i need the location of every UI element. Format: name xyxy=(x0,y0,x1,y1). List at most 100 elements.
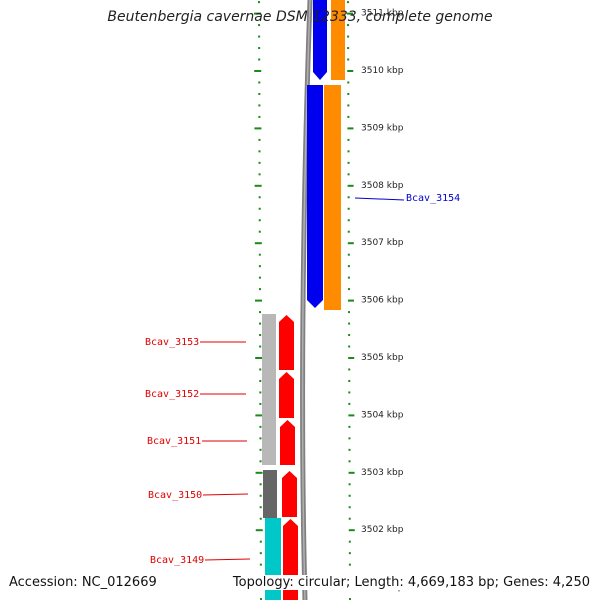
minor-tick xyxy=(259,311,262,314)
minor-tick xyxy=(348,552,351,555)
minor-tick xyxy=(259,494,262,497)
minor-tick xyxy=(347,219,350,222)
minor-tick xyxy=(348,529,355,532)
minor-tick xyxy=(254,242,262,245)
map-title: Beutenbergia cavernae DSM 12333, complet… xyxy=(107,9,493,25)
minor-tick xyxy=(347,92,350,95)
kbp-label: 3508 kbp xyxy=(361,181,404,191)
minor-tick xyxy=(258,1,261,4)
minor-tick xyxy=(348,368,351,371)
minor-tick xyxy=(258,288,261,291)
minor-tick xyxy=(347,299,354,302)
minor-tick xyxy=(259,552,262,555)
orange-gene-bar xyxy=(324,85,341,310)
minor-tick xyxy=(258,150,261,153)
minor-tick xyxy=(347,12,354,15)
kbp-scale: 3511 kbp 3510 kbp 3509 kbp 3508 kbp 3507 kbp… xyxy=(361,9,404,593)
minor-tick xyxy=(347,230,350,233)
minor-tick xyxy=(348,334,351,337)
minor-tick xyxy=(255,414,263,417)
red-cds-arrow xyxy=(282,471,297,517)
minor-tick xyxy=(258,58,261,61)
red-cds-arrow xyxy=(280,420,295,465)
minor-tick xyxy=(258,265,261,268)
minor-tick xyxy=(254,184,262,187)
minor-tick xyxy=(348,414,355,417)
minor-tick xyxy=(348,448,351,451)
kbp-label: 3506 kbp xyxy=(361,296,404,306)
minor-tick xyxy=(348,483,351,486)
minor-tick xyxy=(259,506,262,509)
gene-leader-line xyxy=(354,197,405,201)
minor-tick xyxy=(254,12,262,15)
kbp-label: 3511 kbp xyxy=(361,9,404,19)
minor-tick xyxy=(347,138,350,141)
minor-tick xyxy=(259,540,262,543)
minor-tick xyxy=(348,402,351,405)
minor-tick xyxy=(258,35,261,38)
minor-tick xyxy=(347,150,350,153)
minor-tick xyxy=(258,196,261,199)
minor-tick xyxy=(347,115,350,118)
gray-gene-bar xyxy=(262,314,276,465)
minor-tick xyxy=(258,138,261,141)
minor-tick xyxy=(348,322,351,325)
dark-gray-gene-bar xyxy=(263,470,277,518)
minor-tick xyxy=(259,483,262,486)
genome-backbone-highlight xyxy=(301,0,311,600)
gene-label-bcav_3151: Bcav_3151 xyxy=(147,436,201,447)
minor-tick xyxy=(259,379,262,382)
gene-leader-line xyxy=(202,493,249,496)
minor-tick xyxy=(258,81,261,84)
minor-tick xyxy=(258,276,261,279)
gene-label-bcav_3149: Bcav_3149 xyxy=(150,555,204,566)
minor-tick xyxy=(347,288,350,291)
gene-label-bcav_3153: Bcav_3153 xyxy=(145,337,199,348)
gene-label-bcav_3152: Bcav_3152 xyxy=(145,389,199,400)
minor-tick xyxy=(255,471,263,474)
kbp-label: 3503 kbp xyxy=(361,468,404,478)
minor-tick xyxy=(258,115,261,118)
minor-tick xyxy=(259,437,262,440)
minor-tick xyxy=(348,494,351,497)
minor-tick xyxy=(258,104,261,107)
minor-tick xyxy=(348,379,351,382)
kbp-label: 3507 kbp xyxy=(361,238,404,248)
minor-tick xyxy=(259,563,262,566)
minor-tick xyxy=(348,357,355,359)
minor-tick xyxy=(348,517,351,520)
minor-tick xyxy=(259,425,262,428)
minor-tick xyxy=(258,219,261,222)
accession-text: Accession: NC_012669 xyxy=(7,575,159,590)
minor-tick xyxy=(347,70,354,72)
minor-tick xyxy=(254,127,262,130)
minor-tick xyxy=(348,345,351,348)
left-minor-ticks xyxy=(254,1,263,600)
minor-tick xyxy=(347,47,350,50)
minor-tick xyxy=(259,402,262,405)
minor-tick xyxy=(259,334,262,337)
orange-gene-bar xyxy=(331,0,345,80)
minor-tick xyxy=(348,563,351,566)
minor-tick xyxy=(347,265,350,268)
minor-tick xyxy=(254,299,262,302)
minor-tick xyxy=(348,460,351,463)
minor-tick xyxy=(347,127,354,130)
minor-tick xyxy=(258,161,261,164)
minor-tick xyxy=(348,506,351,509)
minor-tick xyxy=(259,598,262,600)
minor-tick xyxy=(258,253,261,256)
minor-tick xyxy=(348,471,355,474)
red-cds-arrow xyxy=(279,372,294,418)
minor-tick xyxy=(348,391,351,394)
kbp-label: 3505 kbp xyxy=(361,353,404,363)
minor-tick xyxy=(347,173,350,176)
blue-cds-arrow xyxy=(307,85,323,308)
kbp-label: 3510 kbp xyxy=(361,66,404,76)
minor-tick xyxy=(259,368,262,371)
minor-tick xyxy=(259,448,262,451)
minor-tick xyxy=(347,1,350,4)
gene-labels: Bcav_3154 Bcav_3153 Bcav_3152 Bcav_3151 Bcav… xyxy=(145,193,460,566)
kbp-label: 3502 kbp xyxy=(361,525,404,535)
minor-tick xyxy=(348,540,351,543)
